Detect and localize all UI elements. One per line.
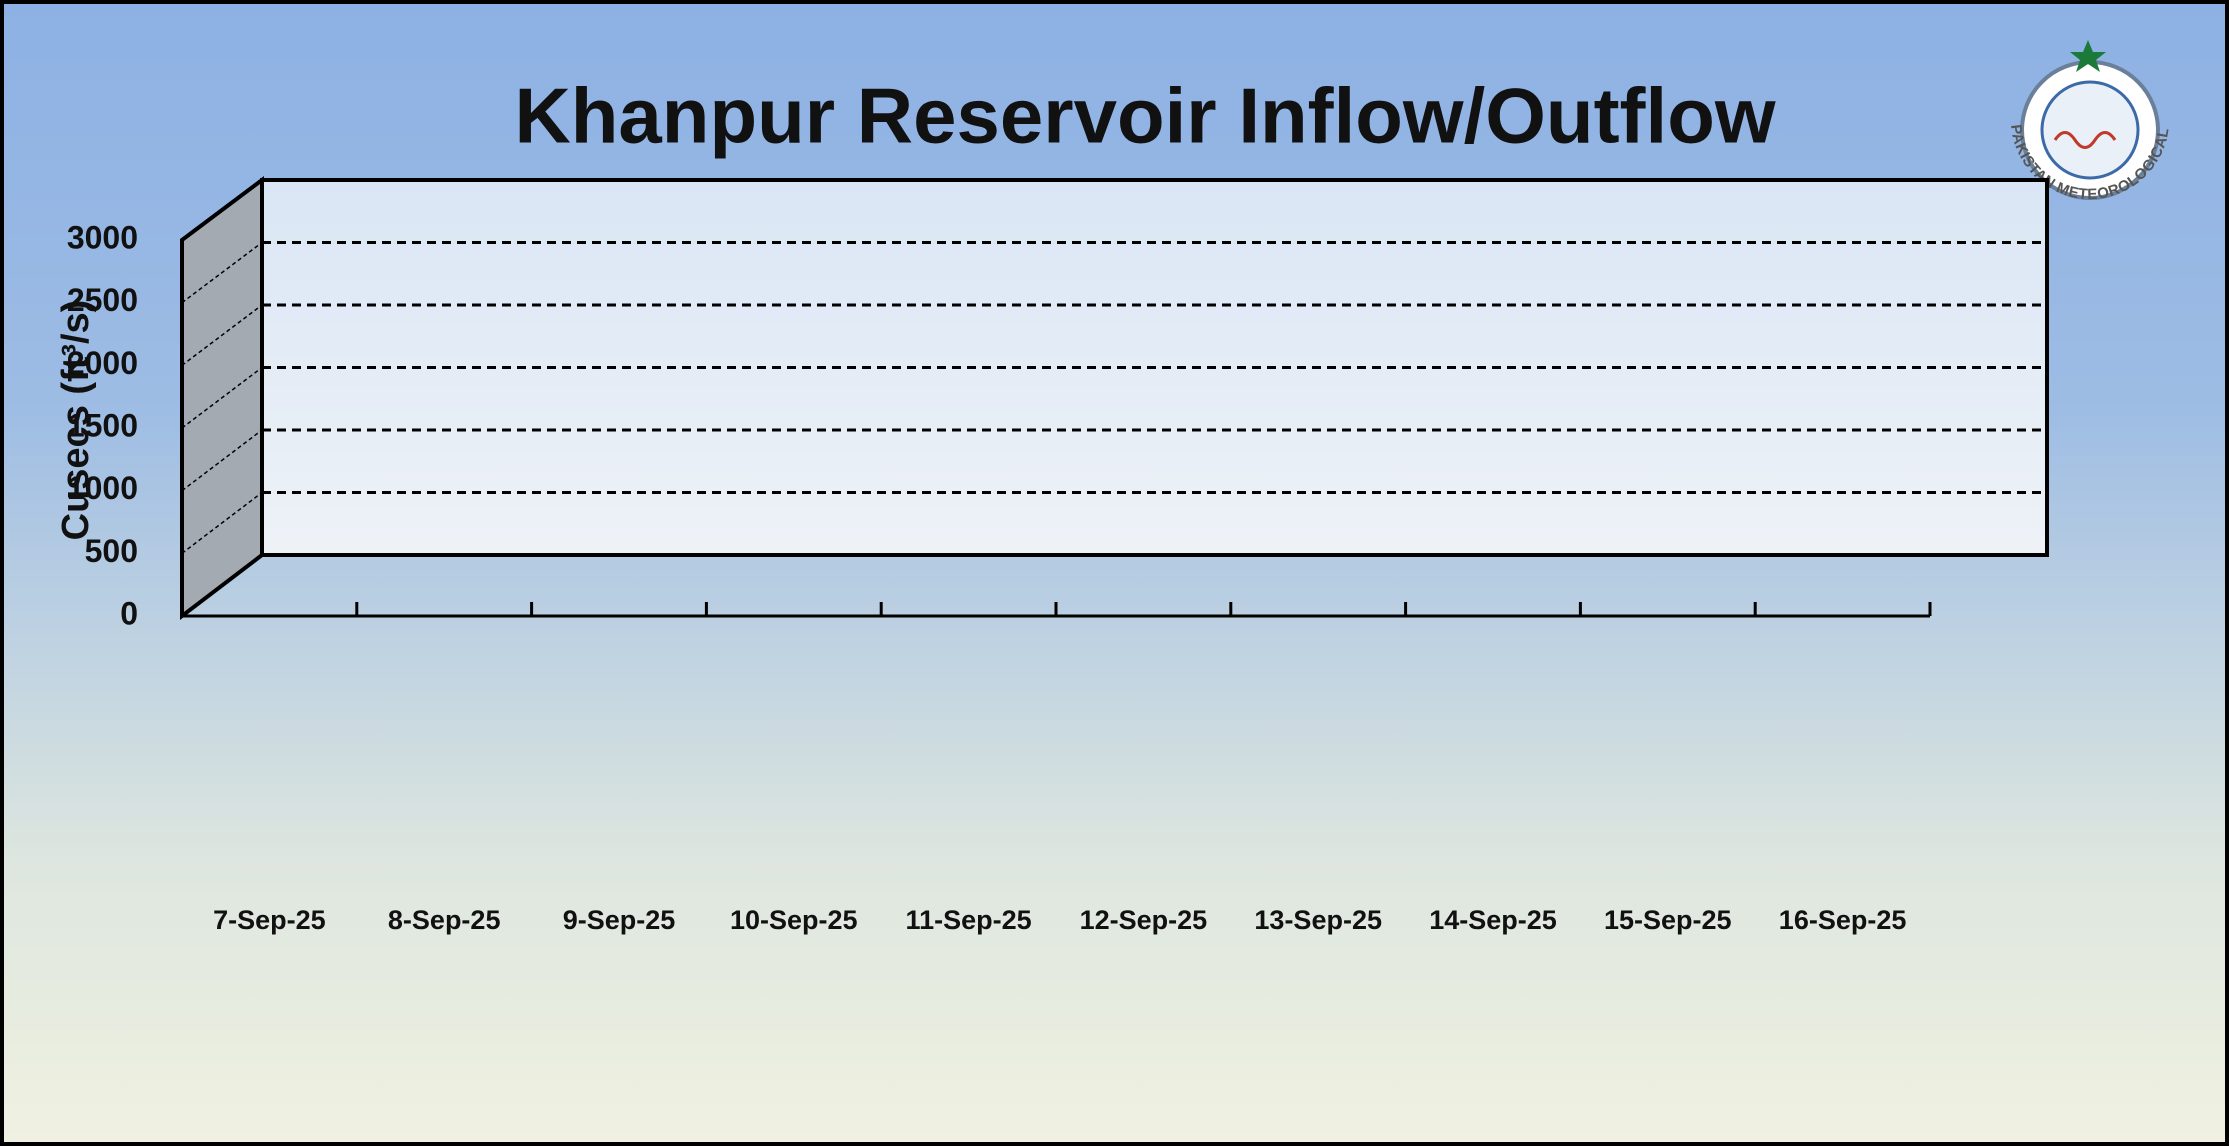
chart-title: Khanpur Reservoir Inflow/Outflow <box>514 72 1775 160</box>
grid-line <box>181 429 263 492</box>
x-tick-label: 8-Sep-25 <box>388 905 501 935</box>
grid-line <box>181 491 263 554</box>
x-tick-label: 7-Sep-25 <box>213 905 326 935</box>
y-axis-label: Cusecs (ft³/s) <box>55 300 97 541</box>
x-tick-label: 10-Sep-25 <box>730 905 858 935</box>
floor-edge <box>181 553 263 618</box>
y-tick-label: 2000 <box>67 345 138 381</box>
grid-line <box>181 304 263 366</box>
y-tick-label: 1000 <box>67 470 138 506</box>
y-tick-label: 2500 <box>67 282 138 318</box>
x-tick-label: 9-Sep-25 <box>563 905 676 935</box>
x-tick-label: 12-Sep-25 <box>1080 905 1208 935</box>
y-tick-label: 500 <box>85 533 138 569</box>
x-tick-label: 14-Sep-25 <box>1429 905 1557 935</box>
x-tick-label: 15-Sep-25 <box>1604 905 1732 935</box>
x-tick-label: 16-Sep-25 <box>1779 905 1907 935</box>
grid-line <box>181 366 263 429</box>
x-tick-label: 11-Sep-25 <box>906 905 1032 935</box>
y-tick-label: 3000 <box>67 219 138 255</box>
x-tick-label: 13-Sep-25 <box>1254 905 1382 935</box>
y-tick-label: 0 <box>120 595 138 631</box>
y-tick-label: 1500 <box>67 407 138 443</box>
grid-line <box>181 241 263 304</box>
